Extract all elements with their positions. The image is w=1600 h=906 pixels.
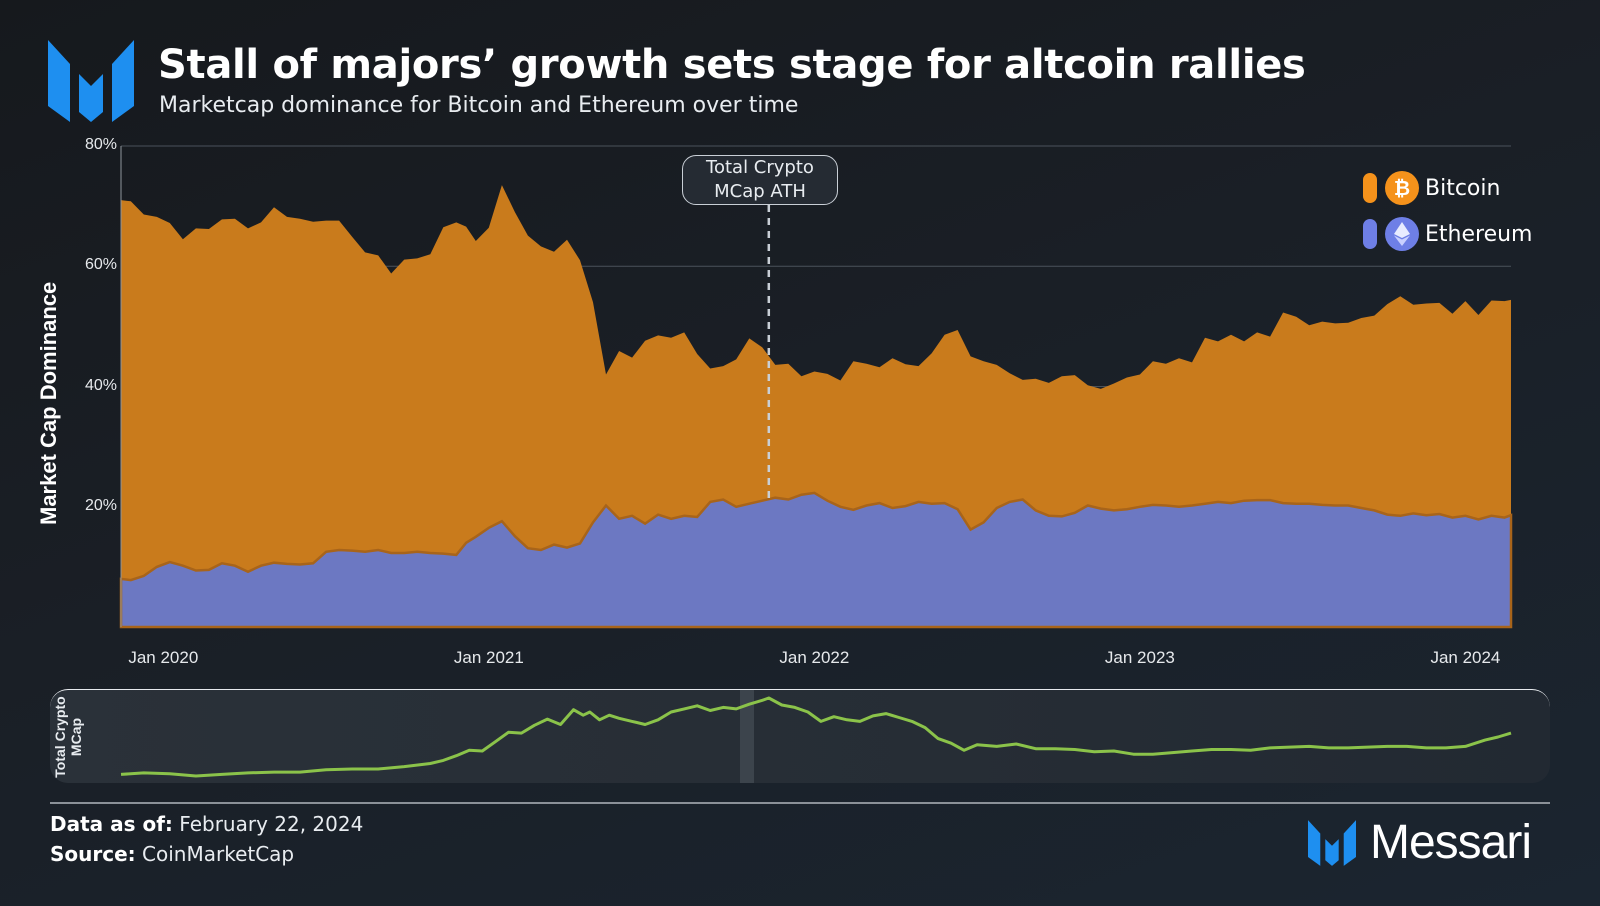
data-as-of: Data as of: February 22, 2024 bbox=[50, 812, 363, 836]
messari-wordmark: Messari bbox=[1370, 816, 1532, 869]
total-mcap-sparkline bbox=[120, 690, 1512, 783]
x-tick-label: Jan 2023 bbox=[1104, 648, 1175, 667]
y-tick-label: 40% bbox=[84, 376, 117, 394]
ath-annotation-line2: MCap ATH bbox=[714, 181, 806, 202]
data-as-of-value: February 22, 2024 bbox=[179, 812, 364, 836]
x-tick-label: Jan 2022 bbox=[779, 648, 850, 667]
data-as-of-label: Data as of: bbox=[50, 812, 173, 836]
dominance-area-chart bbox=[119, 145, 1513, 629]
chart-subtitle: Marketcap dominance for Bitcoin and Ethe… bbox=[159, 93, 799, 118]
y-tick-label: 20% bbox=[84, 496, 117, 514]
chart-title: Stall of majors’ growth sets stage for a… bbox=[158, 42, 1306, 88]
source-value: CoinMarketCap bbox=[142, 842, 295, 866]
y-tick-label: 80% bbox=[84, 136, 117, 153]
sparkline-label: Total Crypto MCap bbox=[52, 692, 84, 782]
legend-label-bitcoin: Bitcoin bbox=[1425, 175, 1501, 201]
source-label: Source: bbox=[50, 842, 136, 866]
total-mcap-line bbox=[120, 696, 1512, 778]
legend-label-ethereum: Ethereum bbox=[1425, 221, 1533, 247]
ath-annotation-line1: Total Crypto bbox=[706, 157, 814, 178]
x-tick-label: Jan 2020 bbox=[128, 648, 199, 667]
y-tick-label: 60% bbox=[84, 256, 117, 274]
ethereum-icon bbox=[1385, 217, 1419, 251]
source: Source: CoinMarketCap bbox=[50, 842, 294, 866]
ath-highlight-band bbox=[740, 690, 754, 783]
bitcoin-icon: ₿ bbox=[1385, 171, 1419, 205]
bitcoin-swatch bbox=[1363, 173, 1377, 203]
legend-item-ethereum[interactable]: Ethereum bbox=[1363, 211, 1532, 257]
x-tick-label: Jan 2024 bbox=[1430, 648, 1501, 667]
ethereum-area bbox=[119, 491, 1513, 629]
y-axis-label: Market Cap Dominance bbox=[36, 281, 61, 525]
legend: ₿ Bitcoin Ethereum bbox=[1363, 165, 1532, 257]
messari-brand: Messari bbox=[1308, 815, 1532, 870]
ath-annotation-label: Total Crypto MCap ATH bbox=[682, 155, 838, 205]
ethereum-swatch bbox=[1363, 219, 1377, 249]
sparkline-label-line2: MCap bbox=[68, 717, 84, 757]
legend-item-bitcoin[interactable]: ₿ Bitcoin bbox=[1363, 165, 1532, 211]
messari-logo-icon bbox=[48, 40, 134, 122]
sparkline-label-line1: Total Crypto bbox=[52, 696, 68, 778]
footer-divider bbox=[50, 802, 1550, 804]
x-tick-label: Jan 2021 bbox=[453, 648, 524, 667]
total-mcap-sparkline-panel bbox=[50, 689, 1550, 783]
messari-brand-icon bbox=[1308, 819, 1356, 866]
